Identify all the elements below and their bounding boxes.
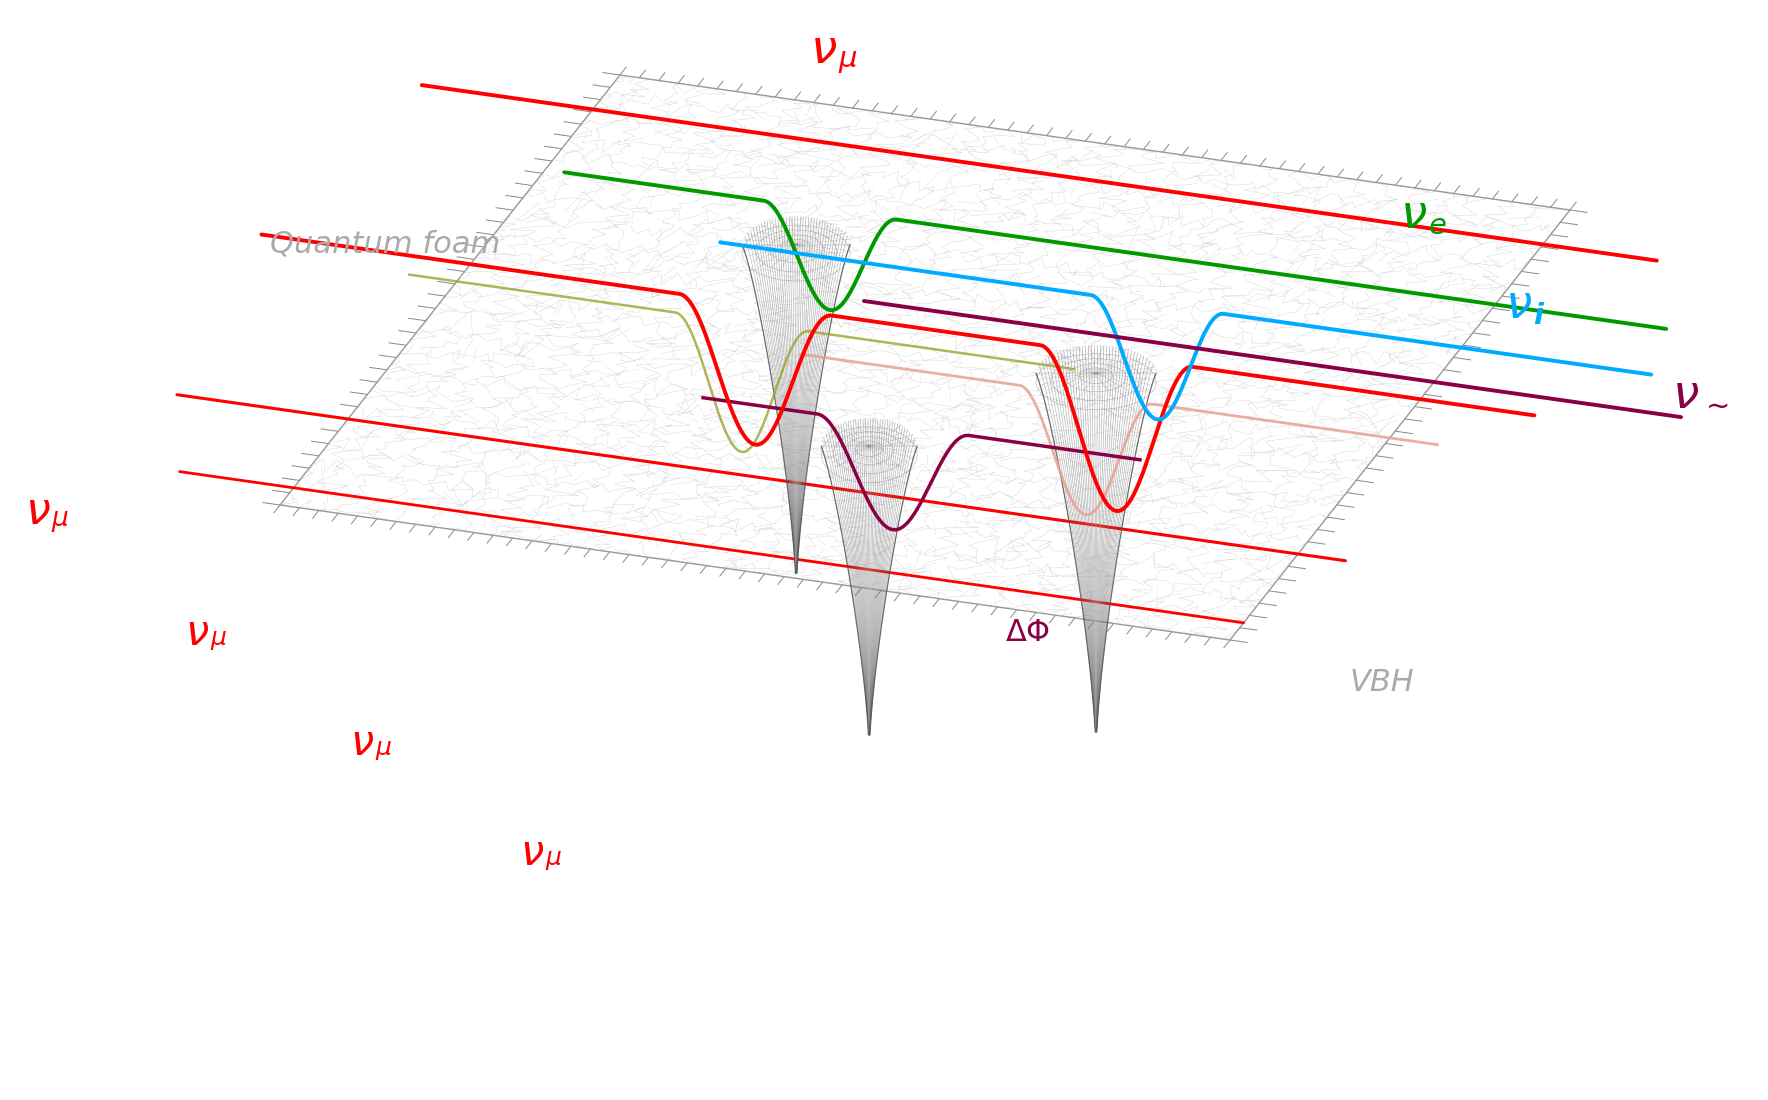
Text: i: i: [1533, 301, 1543, 330]
Text: $\mu$: $\mu$: [51, 507, 69, 534]
Text: $\nu$: $\nu$: [1505, 283, 1533, 328]
Text: $\nu$: $\nu$: [25, 490, 51, 534]
Text: $\Delta\Phi$: $\Delta\Phi$: [1004, 618, 1050, 647]
Text: $\nu$: $\nu$: [1673, 373, 1699, 418]
Text: Quantum foam: Quantum foam: [271, 230, 500, 258]
Text: $\mu$: $\mu$: [545, 848, 562, 872]
Text: $\nu$: $\nu$: [186, 612, 209, 654]
Text: $\mu$: $\mu$: [838, 46, 857, 75]
Text: $\mu$: $\mu$: [375, 738, 392, 762]
Text: $\nu$: $\nu$: [810, 28, 838, 73]
Text: $\sim$: $\sim$: [1699, 392, 1729, 420]
Text: $\nu$: $\nu$: [1400, 192, 1427, 238]
Text: VBH: VBH: [1351, 668, 1414, 697]
Text: $\nu$: $\nu$: [520, 832, 545, 875]
Text: $\nu$: $\nu$: [350, 722, 375, 764]
Text: $\mu$: $\mu$: [210, 628, 226, 652]
Text: $e$: $e$: [1429, 211, 1446, 240]
